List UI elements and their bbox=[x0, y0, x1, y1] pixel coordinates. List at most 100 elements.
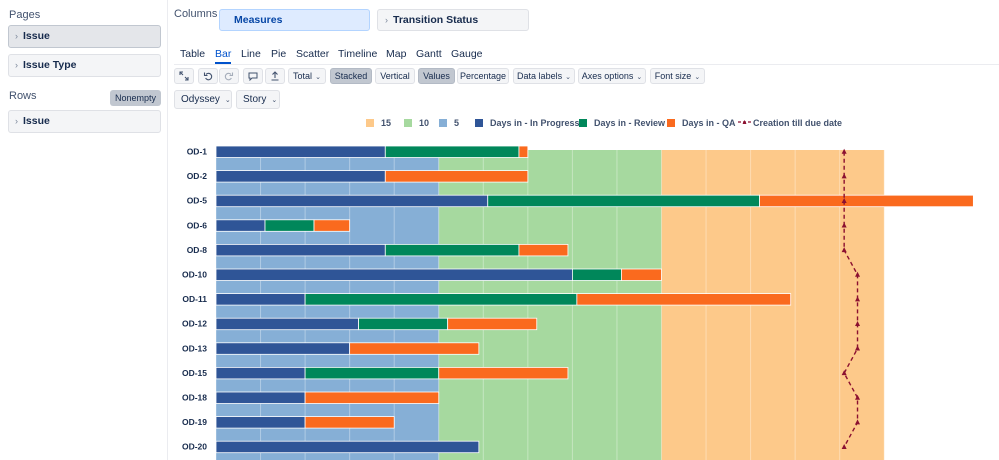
bar-OD-13-days-in-in-progress bbox=[215, 342, 351, 355]
creation-line-marker bbox=[841, 197, 847, 203]
category-label: OD-13 bbox=[182, 343, 207, 353]
creation-line-marker bbox=[841, 173, 847, 179]
nonempty-button[interactable]: Nonempty bbox=[110, 90, 161, 106]
bar-OD-10-days-in-review bbox=[572, 268, 622, 281]
pages-item-issue-type[interactable]: › Issue Type bbox=[8, 54, 161, 77]
legend-item-band-5[interactable]: 5 bbox=[439, 118, 459, 128]
chevron-down-icon: ⌄ bbox=[565, 74, 571, 81]
axes-options-label: Axes options bbox=[581, 71, 634, 81]
creation-line-marker bbox=[855, 394, 861, 400]
export-button[interactable] bbox=[265, 68, 285, 84]
upload-icon bbox=[271, 71, 279, 81]
left-panel: Pages › Issue › Issue Type Rows Nonempty ›… bbox=[0, 0, 168, 460]
category-label: OD-10 bbox=[182, 270, 207, 280]
total-dropdown[interactable]: Total ⌄ bbox=[288, 68, 326, 84]
chevron-right-icon: › bbox=[15, 31, 18, 41]
bar-OD-10-days-in-in-progress bbox=[215, 268, 573, 281]
expand-button[interactable] bbox=[174, 68, 194, 84]
redo-button[interactable] bbox=[219, 68, 239, 84]
bar-OD-1-days-in-review bbox=[384, 145, 520, 158]
legend-swatch bbox=[366, 119, 374, 127]
legend-swatch bbox=[579, 119, 587, 127]
creation-line-marker bbox=[855, 320, 861, 326]
legend-swatch bbox=[667, 119, 675, 127]
axes-options-dropdown[interactable]: Axes options ⌄ bbox=[578, 68, 646, 84]
project-filter-label: Odyssey bbox=[181, 94, 220, 105]
chevron-right-icon: › bbox=[15, 116, 18, 126]
font-size-dropdown[interactable]: Font size ⌄ bbox=[650, 68, 705, 84]
comment-icon bbox=[248, 72, 258, 81]
tab-timeline[interactable]: Timeline bbox=[338, 48, 378, 60]
columns-label: Columns bbox=[174, 8, 218, 20]
tab-gantt[interactable]: Gantt bbox=[416, 48, 442, 60]
transition-status-pill[interactable]: › Transition Status bbox=[377, 9, 529, 31]
bar-OD-5-days-in-qa bbox=[759, 194, 974, 208]
legend-item-creation-line[interactable]: Creation till due date bbox=[738, 118, 842, 128]
creation-line-marker bbox=[841, 247, 847, 253]
tab-line[interactable]: Line bbox=[241, 48, 261, 60]
chevron-down-icon: ⌄ bbox=[315, 74, 321, 81]
legend-item-band-10[interactable]: 10 bbox=[404, 118, 429, 128]
expand-icon bbox=[179, 71, 189, 81]
bar-OD-18-days-in-in-progress bbox=[215, 391, 306, 404]
vertical-button[interactable]: Vertical bbox=[375, 68, 415, 84]
legend-swatch bbox=[439, 119, 447, 127]
tab-pie[interactable]: Pie bbox=[271, 48, 287, 60]
stacked-button[interactable]: Stacked bbox=[330, 68, 372, 84]
undo-icon bbox=[203, 72, 213, 81]
tab-map[interactable]: Map bbox=[386, 48, 407, 60]
bar-OD-19-days-in-qa bbox=[304, 416, 395, 429]
chevron-down-icon: ⌄ bbox=[636, 74, 643, 81]
legend-item-review[interactable]: Days in - Review bbox=[579, 118, 665, 128]
pages-label: Pages bbox=[9, 9, 41, 21]
legend-item-band-15[interactable]: 15 bbox=[366, 118, 391, 128]
pages-item-issue[interactable]: › Issue bbox=[8, 25, 161, 48]
legend-swatch bbox=[404, 119, 412, 127]
bar-OD-1-days-in-qa bbox=[518, 145, 529, 158]
bar-OD-18-days-in-qa bbox=[304, 391, 440, 404]
legend-label: Days in - QA bbox=[682, 118, 736, 128]
creation-line-marker bbox=[841, 222, 847, 228]
bar-OD-19-days-in-in-progress bbox=[215, 416, 306, 429]
category-label: OD-6 bbox=[187, 220, 208, 230]
creation-line-marker bbox=[855, 296, 861, 302]
measures-pill[interactable]: Measures bbox=[219, 9, 370, 31]
bar-OD-12-days-in-review bbox=[358, 317, 449, 331]
issue-type-filter-label: Story bbox=[243, 94, 267, 105]
rows-item-issue[interactable]: › Issue bbox=[8, 110, 161, 133]
bar-OD-15-days-in-in-progress bbox=[215, 366, 306, 380]
issue-type-filter-dropdown[interactable]: Story ⌄ bbox=[236, 90, 280, 109]
bar-OD-11-days-in-qa bbox=[576, 293, 792, 306]
bar-OD-13-days-in-qa bbox=[349, 342, 480, 355]
legend-item-qa[interactable]: Days in - QA bbox=[667, 118, 736, 128]
tabs-divider bbox=[174, 64, 999, 65]
bar-OD-15-days-in-review bbox=[304, 366, 440, 380]
comment-button[interactable] bbox=[243, 68, 263, 84]
bar-OD-12-days-in-qa bbox=[447, 317, 538, 331]
tab-gauge[interactable]: Gauge bbox=[451, 48, 483, 60]
tab-table[interactable]: Table bbox=[180, 48, 206, 60]
rows-item-label: Issue bbox=[23, 115, 50, 127]
chevron-down-icon: ⌄ bbox=[271, 97, 278, 104]
values-button[interactable]: Values bbox=[418, 68, 455, 84]
percentage-button[interactable]: Percentage bbox=[457, 68, 509, 84]
project-filter-dropdown[interactable]: Odyssey ⌄ bbox=[174, 90, 232, 109]
bar-OD-6-days-in-qa bbox=[313, 219, 351, 232]
bar-OD-10-days-in-qa bbox=[621, 268, 662, 281]
active-tab-indicator bbox=[215, 62, 231, 64]
tab-scatter[interactable]: Scatter bbox=[296, 48, 330, 60]
bar-OD-6-days-in-review bbox=[264, 219, 315, 232]
data-labels-dropdown[interactable]: Data labels ⌄ bbox=[513, 68, 575, 84]
bar-OD-15-days-in-qa bbox=[438, 366, 569, 380]
tab-bar[interactable]: Bar bbox=[215, 48, 232, 60]
undo-button[interactable] bbox=[198, 68, 218, 84]
total-label: Total bbox=[293, 71, 313, 81]
category-label: OD-12 bbox=[182, 319, 207, 329]
legend-item-in-progress[interactable]: Days in - In Progress bbox=[475, 118, 580, 128]
category-label: OD-8 bbox=[187, 245, 208, 255]
pages-item-label: Issue bbox=[23, 30, 50, 42]
legend-swatch bbox=[475, 119, 483, 127]
bar-OD-11-days-in-review bbox=[304, 293, 578, 306]
category-label: OD-1 bbox=[187, 147, 208, 157]
